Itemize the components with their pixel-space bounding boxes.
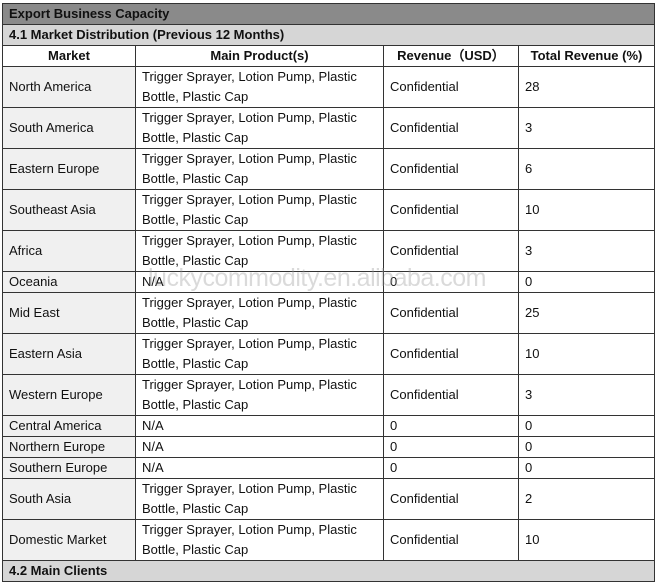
table-row: Northern Europe N/A 0 0 bbox=[2, 436, 656, 458]
products-cell: Trigger Sprayer, Lotion Pump, Plastic Bo… bbox=[135, 107, 384, 149]
table-row: Central America N/A 0 0 bbox=[2, 415, 656, 437]
revenue-cell: Confidential bbox=[383, 107, 519, 149]
table-title: Export Business Capacity bbox=[1, 3, 656, 25]
percent-cell: 10 bbox=[517, 519, 656, 561]
market-distribution-table: Export Business Capacity 4.1 Market Dist… bbox=[1, 3, 656, 582]
market-cell: South America bbox=[2, 107, 136, 149]
revenue-cell: Confidential bbox=[383, 230, 519, 272]
table-row: Western Europe Trigger Sprayer, Lotion Pu… bbox=[2, 374, 656, 416]
products-cell: N/A bbox=[135, 415, 384, 437]
products-cell: Trigger Sprayer, Lotion Pump, Plastic Bo… bbox=[135, 519, 384, 561]
market-cell: North America bbox=[2, 66, 136, 108]
header-revenue: Revenue（USD） bbox=[383, 45, 519, 67]
revenue-cell: Confidential bbox=[383, 519, 519, 561]
revenue-cell: Confidential bbox=[383, 66, 519, 108]
percent-cell: 3 bbox=[517, 107, 656, 149]
market-cell: Northern Europe bbox=[2, 436, 136, 458]
market-cell: Africa bbox=[2, 230, 136, 272]
market-cell: Domestic Market bbox=[2, 519, 136, 561]
revenue-cell: Confidential bbox=[383, 478, 519, 520]
percent-cell: 10 bbox=[517, 333, 656, 375]
table-row: North America Trigger Sprayer, Lotion Pum… bbox=[2, 66, 656, 108]
percent-cell: 3 bbox=[517, 374, 656, 416]
percent-cell: 25 bbox=[517, 292, 656, 334]
table-row: Oceania N/A 0 0 bbox=[2, 271, 656, 293]
revenue-cell: Confidential bbox=[383, 189, 519, 231]
products-cell: Trigger Sprayer, Lotion Pump, Plastic Bo… bbox=[135, 478, 384, 520]
table-row: Eastern Europe Trigger Sprayer, Lotion Pu… bbox=[2, 148, 656, 190]
revenue-cell: Confidential bbox=[383, 333, 519, 375]
header-market: Market bbox=[2, 45, 136, 67]
market-cell: Western Europe bbox=[2, 374, 136, 416]
revenue-cell: 0 bbox=[383, 436, 519, 458]
table-row: Southeast Asia Trigger Sprayer, Lotion Pu… bbox=[2, 189, 656, 231]
percent-cell: 3 bbox=[517, 230, 656, 272]
percent-cell: 2 bbox=[517, 478, 656, 520]
market-cell: Mid East bbox=[2, 292, 136, 334]
table-row: Mid East Trigger Sprayer, Lotion Pump, Pl… bbox=[2, 292, 656, 334]
products-cell: Trigger Sprayer, Lotion Pump, Plastic Bo… bbox=[135, 66, 384, 108]
header-products: Main Product(s) bbox=[135, 45, 384, 67]
revenue-cell: 0 bbox=[383, 457, 519, 479]
percent-cell: 28 bbox=[517, 66, 656, 108]
revenue-cell: Confidential bbox=[383, 148, 519, 190]
products-cell: N/A bbox=[135, 436, 384, 458]
table-row: Eastern Asia Trigger Sprayer, Lotion Pump… bbox=[2, 333, 656, 375]
products-cell: Trigger Sprayer, Lotion Pump, Plastic Bo… bbox=[135, 148, 384, 190]
revenue-cell: 0 bbox=[383, 271, 519, 293]
header-percent: Total Revenue (%) bbox=[517, 45, 656, 67]
next-section-title: 4.2 Main Clients bbox=[1, 560, 656, 582]
products-cell: Trigger Sprayer, Lotion Pump, Plastic Bo… bbox=[135, 189, 384, 231]
market-cell: Eastern Asia bbox=[2, 333, 136, 375]
percent-cell: 0 bbox=[517, 436, 656, 458]
percent-cell: 0 bbox=[517, 271, 656, 293]
percent-cell: 10 bbox=[517, 189, 656, 231]
market-cell: Eastern Europe bbox=[2, 148, 136, 190]
table-row: Africa Trigger Sprayer, Lotion Pump, Plas… bbox=[2, 230, 656, 272]
products-cell: Trigger Sprayer, Lotion Pump, Plastic Bo… bbox=[135, 374, 384, 416]
market-cell: Southeast Asia bbox=[2, 189, 136, 231]
products-cell: Trigger Sprayer, Lotion Pump, Plastic Bo… bbox=[135, 333, 384, 375]
market-cell: South Asia bbox=[2, 478, 136, 520]
market-cell: Central America bbox=[2, 415, 136, 437]
percent-cell: 0 bbox=[517, 415, 656, 437]
table-row: South America Trigger Sprayer, Lotion Pum… bbox=[2, 107, 656, 149]
section-title: 4.1 Market Distribution (Previous 12 Mon… bbox=[1, 24, 656, 46]
revenue-cell: 0 bbox=[383, 415, 519, 437]
products-cell: Trigger Sprayer, Lotion Pump, Plastic Bo… bbox=[135, 230, 384, 272]
table-row: South Asia Trigger Sprayer, Lotion Pump, … bbox=[2, 478, 656, 520]
market-cell: Oceania bbox=[2, 271, 136, 293]
products-cell: N/A bbox=[135, 457, 384, 479]
revenue-cell: Confidential bbox=[383, 292, 519, 334]
revenue-cell: Confidential bbox=[383, 374, 519, 416]
percent-cell: 6 bbox=[517, 148, 656, 190]
table-row: Domestic Market Trigger Sprayer, Lotion P… bbox=[2, 519, 656, 561]
products-cell: Trigger Sprayer, Lotion Pump, Plastic Bo… bbox=[135, 292, 384, 334]
products-cell: N/A bbox=[135, 271, 384, 293]
table-row: Southern Europe N/A 0 0 bbox=[2, 457, 656, 479]
market-cell: Southern Europe bbox=[2, 457, 136, 479]
percent-cell: 0 bbox=[517, 457, 656, 479]
